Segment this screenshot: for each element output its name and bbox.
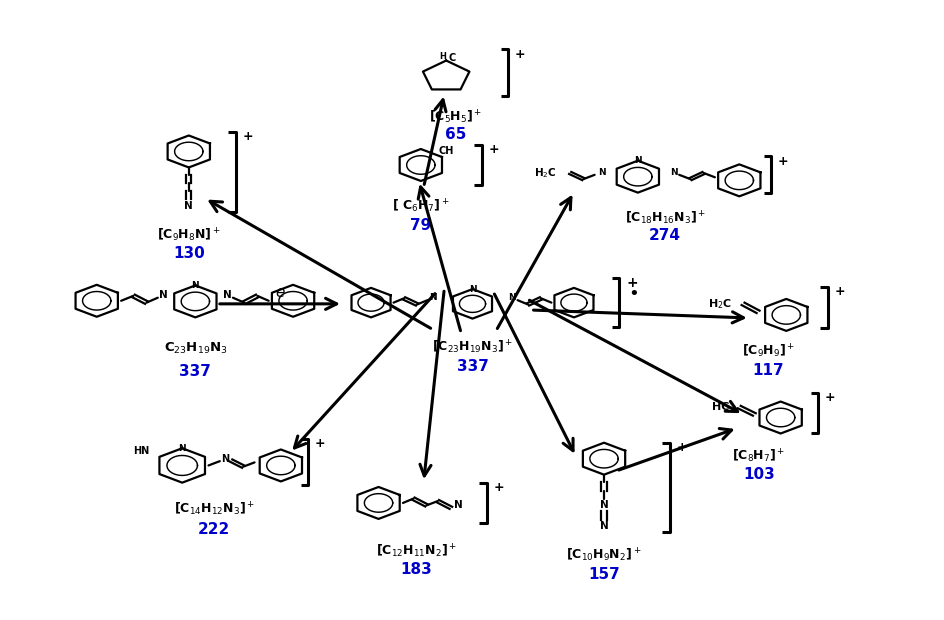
Text: +: + xyxy=(242,130,253,143)
Text: N: N xyxy=(184,200,193,211)
Text: HC: HC xyxy=(711,402,729,412)
Text: •: • xyxy=(628,285,638,303)
Text: [C$_9$H$_8$N]$^+$: [C$_9$H$_8$N]$^+$ xyxy=(157,226,221,244)
Text: N: N xyxy=(598,168,605,177)
Text: +: + xyxy=(514,48,525,61)
Text: +: + xyxy=(488,143,498,156)
Text: [C$_{18}$H$_{16}$N$_3$]$^+$: [C$_{18}$H$_{16}$N$_3$]$^+$ xyxy=(624,209,705,226)
Text: CH: CH xyxy=(438,146,453,156)
Text: 117: 117 xyxy=(751,363,784,378)
Text: N: N xyxy=(178,444,186,453)
Text: [C$_9$H$_9$]$^+$: [C$_9$H$_9$]$^+$ xyxy=(741,343,794,360)
Text: H: H xyxy=(439,51,446,61)
Text: 274: 274 xyxy=(649,228,681,243)
Text: +: + xyxy=(493,481,503,494)
Text: N: N xyxy=(599,521,608,531)
Text: N: N xyxy=(669,168,677,177)
Text: [C$_{10}$H$_9$N$_2$]$^+$: [C$_{10}$H$_9$N$_2$]$^+$ xyxy=(565,547,641,564)
Text: 130: 130 xyxy=(173,246,205,261)
Text: 103: 103 xyxy=(742,467,774,482)
Text: N: N xyxy=(453,500,463,510)
Text: H$_2$C: H$_2$C xyxy=(708,297,732,311)
Text: N: N xyxy=(508,293,515,302)
Text: N: N xyxy=(223,290,231,300)
Text: HN: HN xyxy=(132,446,149,456)
Text: +: + xyxy=(676,441,686,454)
Text: 337: 337 xyxy=(456,359,488,374)
Text: [C$_{12}$H$_{11}$N$_2$]$^+$: [C$_{12}$H$_{11}$N$_2$]$^+$ xyxy=(376,542,456,560)
Text: N: N xyxy=(192,281,199,290)
Text: 183: 183 xyxy=(400,562,431,577)
Text: e: e xyxy=(275,285,284,300)
Text: H$_2$C: H$_2$C xyxy=(534,166,557,180)
Text: +: + xyxy=(834,285,844,298)
Text: 222: 222 xyxy=(198,522,230,537)
Text: N: N xyxy=(159,290,168,300)
Text: N: N xyxy=(633,156,641,165)
Text: [C$_{23}$H$_{19}$N$_3$]$^+$: [C$_{23}$H$_{19}$N$_3$]$^+$ xyxy=(431,338,513,355)
Text: N: N xyxy=(599,500,608,510)
Text: N: N xyxy=(429,293,436,302)
Text: +: + xyxy=(314,437,325,450)
Text: [C$_{14}$H$_{12}$N$_3$]$^+$: [C$_{14}$H$_{12}$N$_3$]$^+$ xyxy=(174,501,254,518)
Text: C$_{23}$H$_{19}$N$_3$: C$_{23}$H$_{19}$N$_3$ xyxy=(163,340,227,356)
Text: 65: 65 xyxy=(445,127,465,143)
Text: [ C$_6$H$_7$]$^+$: [ C$_6$H$_7$]$^+$ xyxy=(392,198,449,216)
Text: C: C xyxy=(447,53,455,63)
Text: [C$_5$H$_5$]$^+$: [C$_5$H$_5$]$^+$ xyxy=(429,109,481,126)
Text: +: + xyxy=(777,154,787,167)
Text: N: N xyxy=(468,285,476,294)
Text: +: + xyxy=(824,391,834,404)
Text: 79: 79 xyxy=(410,218,431,232)
Text: N: N xyxy=(221,454,229,464)
Text: 157: 157 xyxy=(587,567,619,582)
Text: +: + xyxy=(626,276,637,290)
Text: [C$_8$H$_7$]$^+$: [C$_8$H$_7$]$^+$ xyxy=(732,448,784,465)
Text: 337: 337 xyxy=(179,364,211,379)
